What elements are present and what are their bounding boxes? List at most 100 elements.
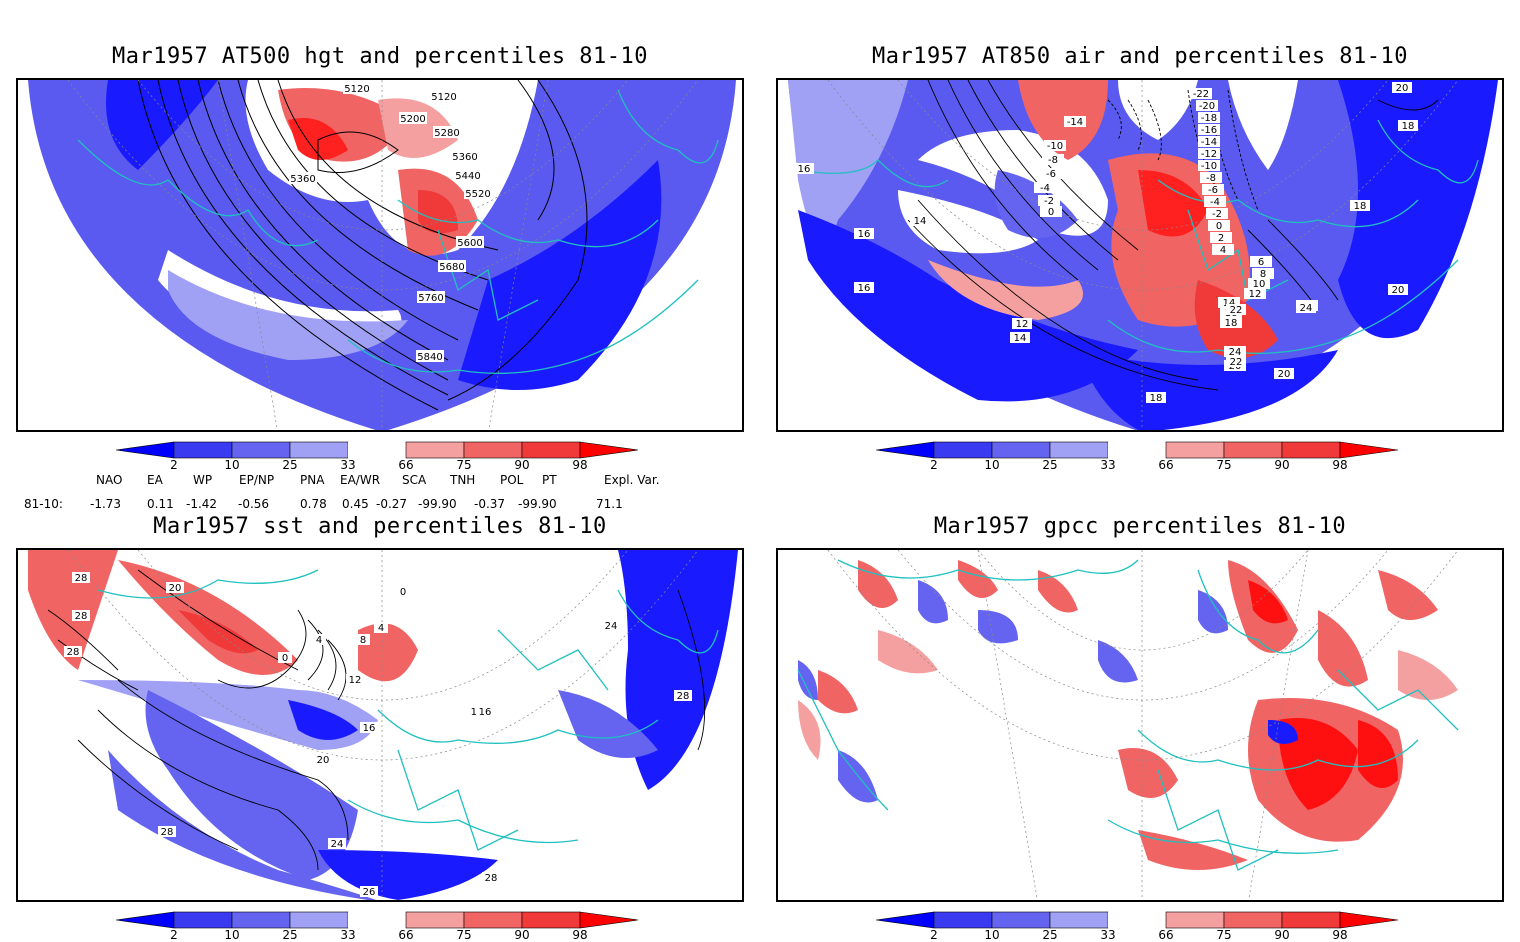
- contour-label: 5360: [451, 150, 479, 163]
- contour-label: 4: [312, 634, 326, 646]
- contour-label: 4: [374, 622, 388, 634]
- index-value: -1.42: [186, 497, 218, 511]
- map-panel-air850: -22 -20 -18 -16 -14 -12 -10 -8 -6 -4 -2 …: [776, 78, 1504, 432]
- colorbar-swatches: [115, 441, 639, 459]
- colorbar-gpcc: 2 10 25 33 66 75 90 98: [875, 910, 1406, 942]
- contour-label: 24: [1296, 302, 1316, 314]
- colorbar-tick-label: 75: [1216, 458, 1232, 472]
- index-header: Expl. Var.: [604, 473, 660, 487]
- svg-text:-22: -22: [1193, 89, 1209, 100]
- index-header: EP/NP: [239, 473, 275, 487]
- index-value: 0.45: [342, 497, 369, 511]
- colorbar-tick-label: 10: [224, 458, 240, 472]
- svg-text:14: 14: [1014, 333, 1027, 344]
- panel-title-air850: Mar1957 AT850 air and percentiles 81-10: [871, 44, 1409, 69]
- svg-text:-4: -4: [1040, 183, 1050, 194]
- colorbar-tick-label: 75: [456, 458, 472, 472]
- svg-text:24: 24: [1229, 347, 1242, 358]
- svg-text:28: 28: [67, 647, 80, 658]
- colorbar-air850: 2 10 25 33 66 75 90 98: [875, 440, 1406, 472]
- colorbar-swatch: [463, 911, 523, 929]
- contour-label: -4: [1034, 182, 1056, 194]
- colorbar-tick-label: 66: [398, 928, 414, 942]
- contour-label: -6: [1040, 168, 1062, 180]
- colorbar-tick-label: 25: [282, 928, 298, 942]
- contour-label: 0: [1208, 220, 1230, 232]
- contour-label: -20: [1196, 100, 1218, 112]
- contour-label: 5120: [430, 90, 458, 103]
- svg-text:20: 20: [1392, 285, 1405, 296]
- index-value: -1.73: [90, 497, 122, 511]
- svg-text:0: 0: [400, 587, 406, 598]
- contour-label: 16: [476, 706, 494, 718]
- colorbar-swatch: [173, 911, 233, 929]
- colorbar-tick-label: 2: [170, 928, 178, 942]
- svg-text:6: 6: [1258, 257, 1264, 268]
- svg-text:-16: -16: [1201, 125, 1217, 136]
- svg-text:22: 22: [1230, 357, 1243, 368]
- colorbar-swatches: [875, 911, 1399, 929]
- index-value: 0.11: [147, 497, 174, 511]
- svg-text:0: 0: [282, 653, 288, 664]
- colorbar-swatch: [231, 911, 291, 929]
- contour-label: -6: [1202, 184, 1224, 196]
- index-value: 71.1: [596, 497, 623, 511]
- svg-text:10: 10: [1253, 279, 1266, 290]
- contour-label: 28: [158, 826, 176, 838]
- contour-label: 28: [72, 610, 90, 622]
- svg-text:-10: -10: [1201, 161, 1217, 172]
- contour-label: 14: [910, 215, 930, 227]
- contour-label: 0: [396, 586, 410, 598]
- colorbar-swatch: [875, 441, 935, 459]
- contour-label: -22: [1190, 88, 1212, 100]
- colorbar-tick-label: 33: [340, 928, 356, 942]
- contour-label: -8: [1042, 154, 1064, 166]
- colorbar-tick-label: 90: [514, 458, 530, 472]
- index-header: WP: [193, 473, 213, 487]
- colorbar-tick-label: 25: [1042, 458, 1058, 472]
- colorbar-tick-label: 75: [456, 928, 472, 942]
- svg-text:22: 22: [1230, 305, 1243, 316]
- colorbar-swatch: [173, 441, 233, 459]
- colorbar-swatch: [579, 441, 639, 459]
- svg-text:4: 4: [316, 635, 322, 646]
- contour-label: 20: [314, 754, 332, 766]
- colorbar-swatch: [991, 441, 1051, 459]
- svg-text:16: 16: [858, 283, 871, 294]
- svg-text:12: 12: [349, 675, 362, 686]
- svg-text:18: 18: [1150, 393, 1163, 404]
- colorbar-swatch: [348, 442, 406, 458]
- svg-text:12: 12: [1249, 289, 1262, 300]
- colorbar-tick-label: 33: [1100, 928, 1116, 942]
- colorbar-tick-label: 10: [224, 928, 240, 942]
- contour-label: 12: [346, 674, 364, 686]
- svg-text:28: 28: [75, 611, 88, 622]
- index-row-label: 81-10:: [24, 497, 63, 511]
- colorbar-tick-label: 33: [340, 458, 356, 472]
- svg-text:4: 4: [378, 623, 384, 634]
- svg-text:-2: -2: [1212, 209, 1222, 220]
- colorbar-swatch: [289, 441, 349, 459]
- svg-text:5760: 5760: [418, 293, 443, 304]
- contour-label: 16: [794, 163, 814, 175]
- colorbar-tick-label: 66: [1158, 928, 1174, 942]
- colorbar-swatch: [1223, 911, 1283, 929]
- colorbar-tick-label: 10: [984, 928, 1000, 942]
- colorbar-sst: 2 10 25 33 66 75 90 98: [115, 910, 646, 942]
- index-value: 0.78: [300, 497, 327, 511]
- colorbar-tick-label: 98: [572, 928, 588, 942]
- svg-text:2: 2: [1218, 233, 1224, 244]
- colorbar-swatch: [1281, 441, 1341, 459]
- contour-label: 2: [1210, 232, 1232, 244]
- svg-text:14: 14: [914, 216, 927, 227]
- svg-text:24: 24: [1300, 303, 1313, 314]
- svg-text:5600: 5600: [457, 238, 482, 249]
- contour-label: 16: [854, 282, 874, 294]
- contour-label: 22: [1226, 356, 1246, 368]
- svg-text:5680: 5680: [439, 262, 464, 273]
- map-panel-hgt500: 5120 5120 5200 5280 5360 5360 5440 5520 …: [16, 78, 744, 432]
- contour-label: 20: [166, 582, 184, 594]
- contour-label: -16: [1198, 124, 1220, 136]
- index-header: EA/WR: [340, 473, 381, 487]
- svg-text:24: 24: [331, 839, 344, 850]
